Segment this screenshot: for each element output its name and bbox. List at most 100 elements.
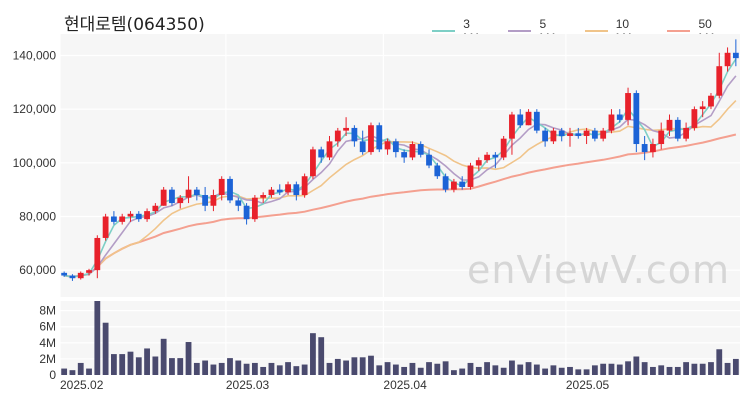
price-panel-bg	[60, 34, 740, 297]
candle-body	[127, 213, 134, 217]
candle-body	[61, 272, 68, 276]
candle-body	[699, 106, 706, 110]
candle-body	[591, 130, 598, 139]
volume-bar	[732, 358, 739, 375]
x-tick-label: 2025.05	[566, 378, 610, 392]
price-tick-label: 60,000	[19, 263, 56, 277]
candle-body	[683, 127, 689, 139]
volume-bar	[492, 365, 499, 375]
volume-bar	[567, 366, 573, 375]
candle-body	[484, 154, 490, 161]
ma-line-50ma	[63, 133, 737, 278]
candle-body	[426, 154, 432, 166]
volume-bar	[716, 349, 723, 375]
candle-body	[633, 93, 640, 145]
candle-body	[351, 127, 358, 142]
candle-body	[575, 133, 582, 136]
ma-line-10ma	[63, 100, 737, 278]
candle-body	[732, 52, 739, 59]
candle-body	[608, 114, 615, 131]
candle-body	[525, 111, 532, 126]
candle-body	[285, 184, 291, 193]
volume-bar	[442, 361, 449, 375]
x-tick-label: 2025.04	[383, 378, 427, 392]
candle-body	[558, 130, 565, 136]
volume-bar	[276, 365, 283, 375]
volume-bar	[459, 368, 466, 375]
candle-body	[235, 200, 242, 206]
ma-line-5ma	[63, 75, 737, 278]
candle-body	[359, 141, 366, 153]
volume-bar	[218, 362, 225, 375]
volume-bar	[674, 366, 681, 375]
candle-body	[102, 216, 109, 238]
volume-bar	[583, 369, 590, 375]
volume-bar	[376, 365, 383, 375]
candle-body	[144, 211, 150, 220]
volume-bar	[591, 365, 598, 375]
volume-bar	[202, 360, 209, 375]
candle-body	[185, 189, 192, 198]
candle-body	[86, 270, 92, 273]
volume-bar	[625, 361, 631, 375]
candle-body	[691, 109, 698, 128]
candle-body	[550, 130, 557, 142]
candle-body	[583, 130, 590, 136]
candle-body	[77, 272, 84, 279]
volume-bar	[426, 362, 432, 375]
candle-body	[376, 125, 383, 150]
candle-body	[708, 95, 714, 107]
volume-bar	[708, 362, 714, 375]
candle-body	[442, 176, 449, 190]
volume-bar	[509, 360, 515, 375]
volume-tick-label: 8M	[39, 304, 56, 318]
volume-tick-label: 0	[49, 368, 56, 382]
volume-bar	[417, 367, 424, 375]
volume-bar	[542, 368, 549, 375]
candle-body	[401, 152, 408, 158]
candle-body	[533, 111, 540, 131]
volume-bar	[227, 358, 233, 375]
volume-bar	[351, 357, 358, 375]
candle-body	[658, 130, 665, 145]
candle-body	[293, 184, 300, 196]
candle-body	[94, 237, 101, 271]
candle-body	[177, 197, 184, 204]
candle-body	[650, 144, 656, 153]
price-tick-label: 80,000	[19, 209, 56, 223]
volume-bar	[243, 363, 250, 375]
volume-bar	[301, 364, 308, 375]
volume-bar	[343, 360, 349, 375]
volume-bar	[467, 362, 474, 375]
candle-body	[417, 144, 424, 155]
volume-bar	[666, 366, 673, 375]
volume-bar	[77, 362, 84, 375]
candle-body	[459, 181, 466, 187]
chart-title: 현대로템(064350)	[64, 15, 205, 35]
candle-body	[625, 93, 631, 120]
volume-bar	[683, 362, 689, 375]
volume-bar	[608, 363, 615, 375]
x-tick-label: 2025.03	[226, 378, 270, 392]
volume-bar	[650, 366, 656, 375]
candle-body	[227, 178, 233, 201]
candle-body	[641, 144, 648, 153]
legend-swatch-3ma	[432, 30, 456, 32]
volume-tick-label: 4M	[39, 336, 56, 350]
volume-bar	[293, 366, 300, 375]
candle-body	[451, 181, 457, 190]
candle-body	[260, 195, 267, 198]
candle-body	[310, 149, 316, 177]
volume-bar	[94, 301, 101, 375]
candle-body	[69, 275, 76, 279]
candle-body	[318, 149, 325, 158]
volume-bar	[691, 363, 698, 375]
volume-bar	[169, 358, 175, 375]
volume-bar	[69, 370, 76, 375]
candle-body	[119, 216, 126, 222]
watermark: enViewV.com	[467, 248, 730, 292]
candle-body	[475, 160, 482, 166]
volume-bar	[484, 362, 490, 375]
